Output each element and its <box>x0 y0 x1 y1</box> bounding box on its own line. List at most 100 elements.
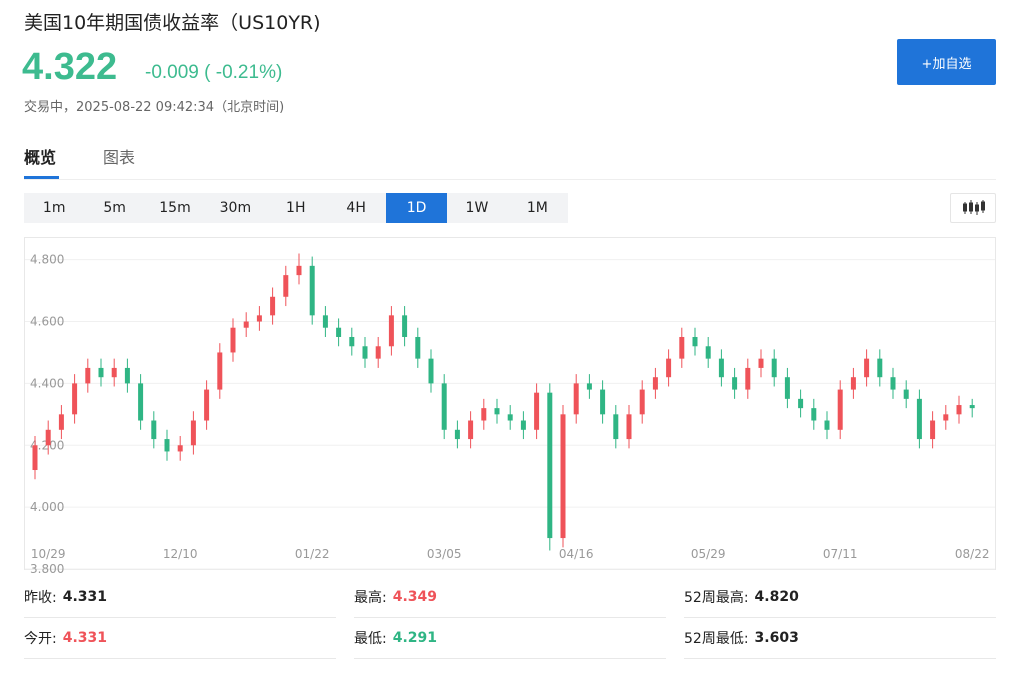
stat-row: 52周最高: 4.820 <box>684 577 996 618</box>
interval-button[interactable]: 1D <box>386 193 447 223</box>
candle-body <box>256 315 262 322</box>
tab[interactable]: 图表 <box>103 148 136 167</box>
candle-body <box>45 429 51 446</box>
candle-body <box>613 414 619 440</box>
stat-value: 3.603 <box>754 630 799 646</box>
candle-body <box>600 389 606 415</box>
stat-value: 4.820 <box>754 589 799 605</box>
candle-body <box>204 389 210 421</box>
candle-body <box>138 383 144 421</box>
candle-body <box>151 420 157 440</box>
candle-body <box>362 346 368 359</box>
stat-value: 4.291 <box>392 630 438 646</box>
candle-body <box>916 398 922 440</box>
candle-body <box>560 414 566 539</box>
candle-body <box>877 358 883 378</box>
interval-button[interactable]: 15m <box>159 200 191 216</box>
y-tick-label: 4.600 <box>30 315 64 329</box>
title: 美国10年期国债收益率（US10YR) <box>24 12 321 34</box>
candle-body <box>32 445 38 471</box>
y-tick-label: 4.000 <box>30 500 64 514</box>
candle-body <box>626 414 632 440</box>
candle-body <box>217 352 223 390</box>
y-tick-label: 4.400 <box>30 376 64 390</box>
candle-body <box>72 383 78 415</box>
candle-body <box>758 358 764 368</box>
candle-body <box>652 377 658 390</box>
stat-row: 52周最低: 3.603 <box>684 618 996 659</box>
candle-body <box>520 420 526 430</box>
candle-body <box>507 414 513 421</box>
candle-body <box>190 420 196 446</box>
candle-body <box>111 367 117 378</box>
price: 4.322 <box>22 46 118 88</box>
interval-button[interactable]: 1H <box>286 200 306 216</box>
candle-body <box>415 336 421 359</box>
candle-body <box>666 358 672 378</box>
candle-body <box>573 383 579 415</box>
candle-body <box>98 367 104 378</box>
candle-body <box>943 414 949 421</box>
tab-indicator <box>24 176 59 179</box>
candle-icon <box>963 200 985 215</box>
stat-label: 最低: <box>354 631 387 647</box>
candle-body <box>177 445 183 452</box>
candle-body <box>692 336 698 347</box>
stat-label: 最高: <box>354 590 387 606</box>
candle-body <box>270 296 276 316</box>
stat-row: 最低: 4.291 <box>354 618 666 659</box>
candle-body <box>441 383 447 430</box>
candle-body <box>811 408 817 421</box>
candle-body <box>837 389 843 430</box>
chart: 3.8004.0004.2004.4004.6004.80010/2912/10… <box>24 237 996 576</box>
candle-body <box>322 315 328 328</box>
interval-button[interactable]: 30m <box>219 200 252 216</box>
candle-body <box>243 321 249 328</box>
stat-label: 今开: <box>24 631 57 647</box>
candle-body <box>679 336 685 359</box>
candle-body <box>85 367 91 384</box>
candle-body <box>494 408 500 415</box>
stat-value: 4.331 <box>62 630 108 646</box>
candle-body <box>336 327 342 337</box>
candle-body <box>639 389 645 415</box>
x-tick-label: 12/10 <box>163 547 198 561</box>
candle-body <box>534 392 540 430</box>
candle-body <box>718 358 724 378</box>
add-watchlist-button[interactable]: +加自选 <box>897 39 996 85</box>
candle-body <box>956 405 962 415</box>
interval-bar: 1m 5m 15m 30m 1H 4H 1D 1W 1M <box>24 193 568 223</box>
x-tick-label: 05/29 <box>691 547 726 561</box>
candle-body <box>428 358 434 384</box>
interval-button[interactable]: 1W <box>465 200 489 216</box>
candle-body <box>283 275 289 297</box>
candle-body <box>864 358 870 378</box>
candle-body <box>481 408 487 421</box>
stat-label: 昨收: <box>24 590 57 606</box>
candle-body <box>850 377 856 390</box>
tab[interactable]: 概览 <box>24 148 57 167</box>
interval-button[interactable]: 4H <box>346 200 366 216</box>
candle-body <box>930 420 936 440</box>
x-tick-label: 08/22 <box>955 547 990 561</box>
x-tick-label: 04/16 <box>559 547 594 561</box>
candle-body <box>454 429 460 440</box>
stat-row: 今开: 4.331 <box>24 618 336 659</box>
candle-body <box>732 377 738 390</box>
candle-body <box>388 315 394 347</box>
interval-button[interactable]: 5m <box>103 200 126 216</box>
candle-body <box>124 367 130 384</box>
stat-row: 昨收: 4.331 <box>24 577 336 618</box>
y-tick-label: 3.800 <box>30 562 64 576</box>
x-tick-label: 01/22 <box>295 547 330 561</box>
divider <box>24 179 996 180</box>
stat-value: 4.349 <box>392 589 438 605</box>
interval-button[interactable]: 1M <box>526 200 548 216</box>
stat-label: 52周最高: <box>684 590 749 606</box>
candle-body <box>164 439 170 452</box>
interval-button[interactable]: 1m <box>42 200 66 216</box>
candle-body <box>586 383 592 390</box>
chart-type-button[interactable] <box>950 193 996 223</box>
candle-body <box>890 377 896 390</box>
